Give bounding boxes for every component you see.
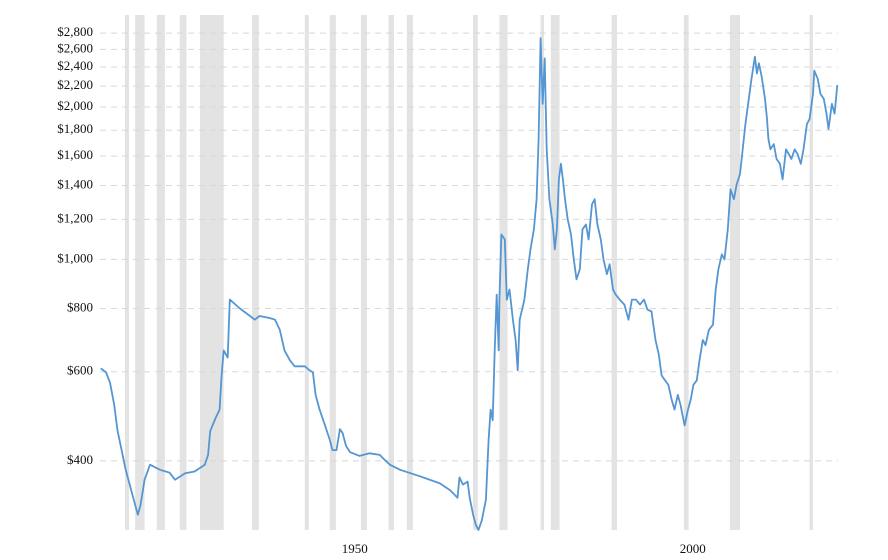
recession-band — [329, 15, 336, 530]
y-tick-label: $400 — [67, 452, 93, 467]
recession-band — [304, 15, 309, 530]
y-tick-label: $1,800 — [57, 121, 93, 136]
recession-band — [540, 15, 545, 530]
y-tick-label: $1,200 — [57, 210, 93, 225]
recession-band — [473, 15, 478, 530]
recession-band — [156, 15, 165, 530]
y-tick-label: $600 — [67, 363, 93, 378]
y-tick-label: $2,200 — [57, 77, 93, 92]
y-tick-label: $1,600 — [57, 147, 93, 162]
recession-band — [611, 15, 618, 530]
recession-band — [252, 15, 259, 530]
y-tick-label: $1,000 — [57, 250, 93, 265]
recession-band — [135, 15, 145, 530]
y-tick-label: $800 — [67, 299, 93, 314]
recession-band — [125, 15, 130, 530]
recession-band — [550, 15, 560, 530]
recession-band — [683, 15, 689, 530]
recession-band — [406, 15, 413, 530]
y-tick-label: $2,000 — [57, 98, 93, 113]
recession-band — [200, 15, 224, 530]
y-tick-label: $2,400 — [57, 58, 93, 73]
x-tick-label: 2000 — [680, 541, 706, 556]
recession-band — [388, 15, 394, 530]
recession-band — [809, 15, 813, 530]
y-tick-label: $2,600 — [57, 40, 93, 55]
recession-band — [360, 15, 367, 530]
recession-band — [499, 15, 508, 530]
x-tick-label: 1950 — [342, 541, 368, 556]
y-tick-label: $2,800 — [57, 24, 93, 39]
recession-band — [179, 15, 187, 530]
recession-band — [729, 15, 741, 530]
y-tick-label: $1,400 — [57, 176, 93, 191]
price-line — [100, 37, 839, 531]
